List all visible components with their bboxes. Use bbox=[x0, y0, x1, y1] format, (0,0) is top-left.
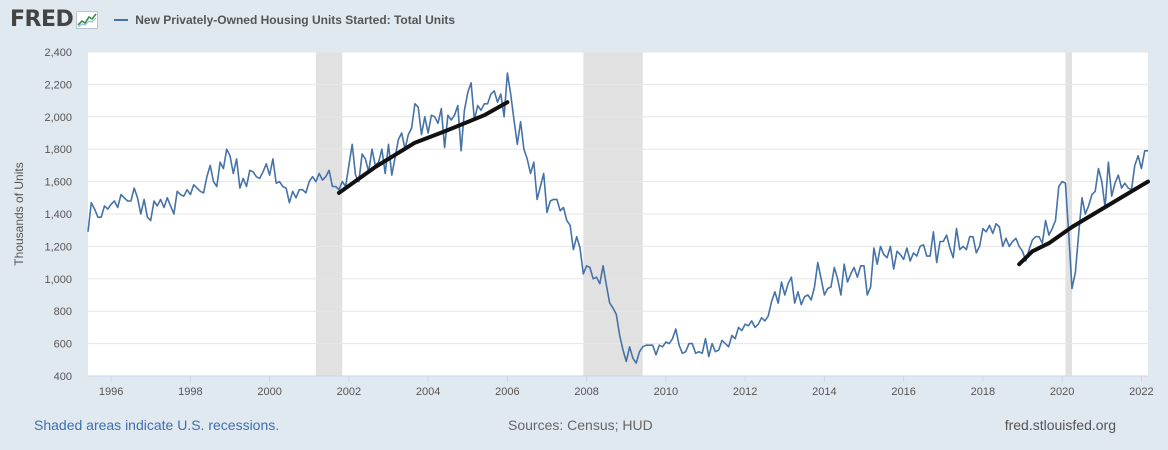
y-tick-label: 1,400 bbox=[44, 209, 72, 221]
x-tick-label: 2016 bbox=[891, 386, 915, 398]
x-tick-label: 2000 bbox=[257, 386, 281, 398]
y-tick-label: 1,800 bbox=[44, 144, 72, 156]
recession-note[interactable]: Shaded areas indicate U.S. recessions. bbox=[34, 417, 280, 433]
y-tick-label: 1,600 bbox=[44, 177, 72, 189]
trend-lines bbox=[337, 100, 1150, 267]
y-tick-label: 1,200 bbox=[44, 241, 72, 253]
x-tick-label: 2020 bbox=[1050, 386, 1074, 398]
sources-note: Sources: Census; HUD bbox=[508, 417, 653, 433]
y-axis-label: Thousands of Units bbox=[12, 162, 26, 265]
x-tick-label: 2004 bbox=[416, 386, 440, 398]
x-axis: 1996 1998 2000 2002 2004 2006 2008 2010 2012 2014… bbox=[88, 375, 1154, 398]
series-title[interactable]: New Privately-Owned Housing Units Starte… bbox=[135, 13, 456, 27]
fred-logo-text: FRED bbox=[10, 7, 74, 32]
series-line[interactable] bbox=[87, 72, 1148, 364]
x-tick-label: 2006 bbox=[495, 386, 519, 398]
y-tick-label: 2,200 bbox=[44, 79, 72, 91]
y-tick-label: 600 bbox=[54, 339, 72, 351]
trend-line bbox=[1017, 179, 1150, 267]
x-tick-label: 2008 bbox=[574, 386, 598, 398]
y-tick-label: 2,400 bbox=[44, 47, 72, 59]
y-tick-label: 400 bbox=[54, 371, 72, 383]
x-tick-label: 2022 bbox=[1129, 386, 1153, 398]
y-tick-label: 1,000 bbox=[44, 274, 72, 286]
x-tick-label: 2012 bbox=[733, 386, 757, 398]
fred-url-link[interactable]: fred.stlouisfed.org bbox=[1004, 417, 1116, 433]
y-axis: 400 600 800 1,000 1,200 1,400 1,600 1,800 2,000 2… bbox=[44, 47, 72, 383]
x-tick-label: 1996 bbox=[99, 386, 123, 398]
x-tick-label: 2014 bbox=[812, 386, 836, 398]
chart-header: FRED New Privately-Owned Housing Units S… bbox=[10, 6, 455, 34]
y-tick-label: 2,000 bbox=[44, 112, 72, 124]
fred-logo[interactable]: FRED bbox=[10, 7, 99, 32]
trend-line bbox=[337, 100, 510, 195]
y-tick-label: 800 bbox=[54, 306, 72, 318]
x-tick-label: 2010 bbox=[654, 386, 678, 398]
x-tick-label: 2002 bbox=[337, 386, 361, 398]
trend-chart-icon bbox=[76, 11, 99, 29]
x-tick-label: 2018 bbox=[971, 386, 995, 398]
legend-series-swatch bbox=[114, 19, 129, 21]
chart-legend: New Privately-Owned Housing Units Starte… bbox=[114, 13, 455, 27]
x-tick-label: 1998 bbox=[178, 386, 202, 398]
series-layer bbox=[87, 72, 1148, 364]
